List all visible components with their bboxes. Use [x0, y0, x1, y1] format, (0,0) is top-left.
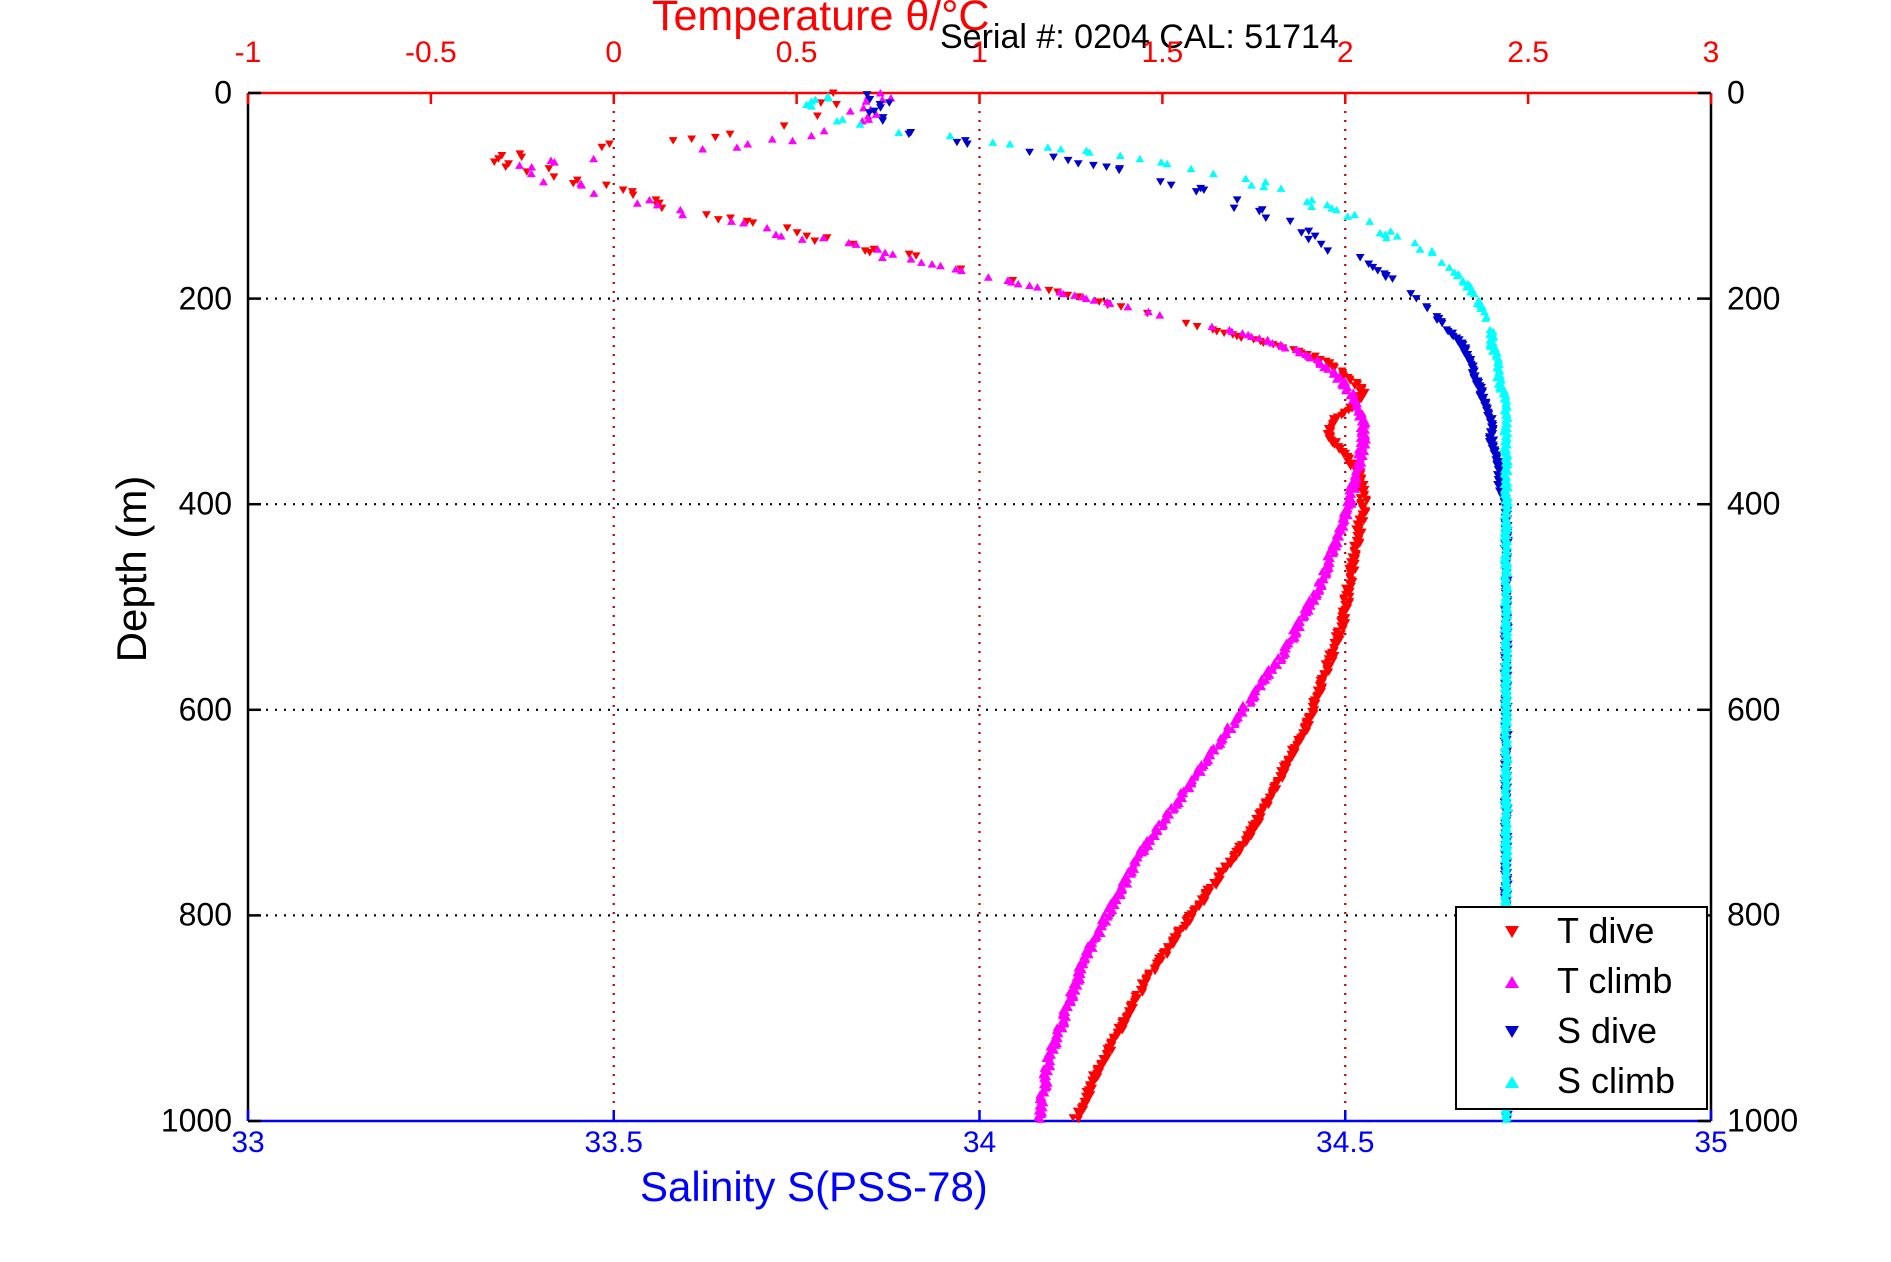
salinity-tick-label: 35 [1694, 1126, 1728, 1159]
depth-tick-label-left: 0 [214, 74, 232, 111]
temperature-tick-label: 0.5 [775, 36, 818, 69]
depth-tick-label-right: 400 [1727, 485, 1781, 522]
triangle-up-icon [1505, 976, 1519, 988]
depth-tick-label-left: 400 [178, 485, 232, 522]
temperature-tick-label: 2.5 [1507, 36, 1549, 69]
triangle-up-icon [1505, 1076, 1519, 1088]
legend-label: T dive [1557, 910, 1655, 951]
depth-tick-label-left: 800 [178, 896, 232, 933]
legend-label: T climb [1557, 960, 1673, 1001]
serial-cal-annotation: Serial #: 0204 CAL: 51714 [940, 18, 1339, 56]
triangle-down-icon [1505, 926, 1519, 938]
depth-tick-label-right: 1000 [1727, 1102, 1799, 1139]
depth-tick-label-left: 600 [178, 691, 232, 728]
temperature-tick-label: 1 [971, 36, 988, 69]
legend-entry-t-dive[interactable]: T dive [1457, 908, 1706, 958]
series-t-climb [515, 89, 1372, 1123]
temperature-tick-label: 0 [605, 36, 623, 69]
temperature-tick-label: 3 [1702, 36, 1720, 69]
depth-tick-label-right: 200 [1727, 280, 1781, 317]
temperature-tick-label: -0.5 [405, 36, 457, 69]
temperature-tick-label: -1 [234, 36, 262, 69]
legend-label: S dive [1557, 1010, 1658, 1051]
temperature-axis-title: Temperature θ/°C [652, 0, 990, 40]
depth-tick-label-right: 600 [1727, 691, 1781, 728]
legend-entry-t-climb[interactable]: T climb [1457, 958, 1706, 1008]
depth-tick-label-right: 0 [1727, 74, 1745, 111]
legend-entry-s-dive[interactable]: S dive [1457, 1008, 1706, 1058]
legend-label: S climb [1557, 1060, 1676, 1101]
plot-legend: T dive T climb S dive S climb [1455, 906, 1708, 1110]
salinity-tick-label: 33.5 [584, 1126, 643, 1159]
temperature-tick-label: 1.5 [1141, 36, 1184, 69]
salinity-tick-label: 33 [231, 1126, 265, 1159]
triangle-down-icon [1505, 1026, 1519, 1038]
depth-tick-label-left: 200 [178, 280, 232, 317]
temperature-tick-label: 2 [1336, 36, 1354, 69]
legend-entry-s-climb[interactable]: S climb [1457, 1058, 1706, 1108]
depth-tick-label-right: 800 [1727, 896, 1781, 933]
salinity-tick-label: 34.5 [1316, 1126, 1375, 1159]
salinity-tick-label: 34 [962, 1126, 997, 1159]
depth-tick-label-left: 1000 [160, 1102, 232, 1139]
salinity-axis-title: Salinity S(PSS-78) [640, 1163, 988, 1210]
